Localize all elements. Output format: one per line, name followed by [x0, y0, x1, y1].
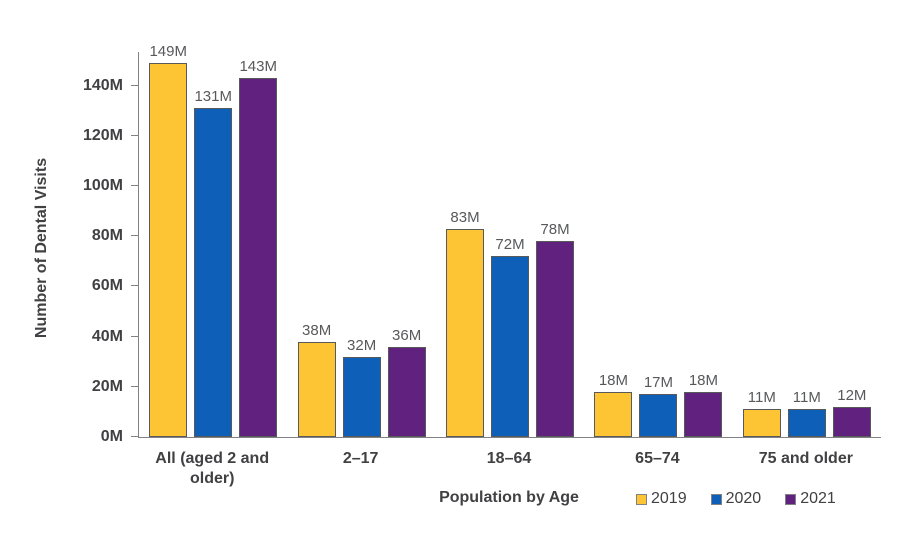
plot-area: 149M 131M 143M 38M 32M 36M 83M 72M 78M 18M 17M 18M 1… — [83, 43, 881, 445]
category-label: 2–17 — [342, 450, 379, 467]
bar-wrap: 17M — [639, 374, 678, 437]
legend-label: 2021 — [800, 490, 836, 507]
bar-value-label: 143M — [239, 58, 277, 76]
bar-value-label: 32M — [347, 336, 377, 354]
bar-wrap: 11M — [742, 389, 781, 437]
bar-wrap: 72M — [491, 236, 530, 437]
bar-value-label: 72M — [495, 236, 525, 254]
bar-2021 — [536, 241, 575, 437]
category-label: All (aged 2 and older) — [155, 450, 270, 487]
bar-wrap: 18M — [594, 371, 633, 437]
bar-2020 — [342, 356, 381, 437]
category-label: 65–74 — [635, 450, 680, 467]
y-axis-tick — [131, 235, 138, 237]
legend-swatch — [785, 493, 797, 505]
x-axis-title: Population by Age — [439, 489, 579, 506]
bar-2021 — [832, 406, 871, 437]
legend-item-2019: 2019 — [636, 490, 687, 508]
legend: 2019 2020 2021 — [636, 490, 836, 508]
legend-swatch — [710, 493, 722, 505]
bar-group: 18M 17M 18M — [584, 52, 732, 437]
bar-wrap: 36M — [387, 326, 426, 437]
bar-wrap: 143M — [239, 58, 278, 437]
y-tick-label: 100M — [82, 177, 123, 194]
y-tick-label: 140M — [82, 76, 123, 94]
bar-2019 — [742, 409, 781, 437]
category-axis: All (aged 2 and older) 2–17 18–64 65–74 75 a… — [138, 449, 880, 489]
bar-wrap: 83M — [446, 208, 485, 437]
bar-value-label: 83M — [450, 208, 480, 226]
y-tick-label: 60M — [91, 277, 123, 295]
bar-value-label: 131M — [194, 88, 232, 106]
legend-label: 2020 — [725, 490, 762, 507]
bar-2021 — [239, 78, 278, 437]
bar-value-label: 11M — [792, 389, 821, 407]
bar-wrap: 18M — [684, 371, 723, 437]
bar-2021 — [387, 346, 426, 437]
bar-wrap: 131M — [194, 88, 233, 437]
bar-value-label: 78M — [540, 221, 570, 239]
bar-group: 149M 131M 143M — [139, 43, 287, 437]
bar-wrap: 12M — [832, 386, 871, 437]
bar-wrap: 149M — [149, 43, 188, 437]
bar-2019 — [594, 391, 633, 437]
category-label: 18–64 — [486, 450, 532, 467]
bar-value-label: 36M — [392, 326, 422, 344]
category-label: 75 and older — [758, 450, 853, 467]
y-axis-tick — [131, 84, 138, 86]
y-axis-tick — [131, 385, 138, 387]
bar-value-label: 149M — [149, 43, 187, 61]
y-tick-label: 120M — [82, 126, 123, 144]
bar-wrap: 11M — [787, 389, 826, 437]
legend-label: 2019 — [651, 490, 687, 507]
bar-value-label: 11M — [747, 389, 776, 407]
bar-value-label: 18M — [598, 371, 629, 389]
bar-value-label: 18M — [688, 371, 719, 389]
legend-swatch — [636, 493, 647, 505]
y-tick-label: 80M — [91, 227, 123, 245]
bar-value-label: 12M — [837, 386, 867, 404]
legend-item-2020: 2020 — [710, 490, 762, 508]
y-axis-tick — [131, 134, 138, 136]
y-tick-label: 40M — [91, 327, 123, 345]
bar-wrap: 78M — [536, 221, 575, 437]
y-axis-tick — [131, 335, 138, 337]
bar-value-label: 17M — [643, 374, 674, 392]
bar-2019 — [297, 341, 336, 437]
y-axis-tick — [131, 436, 138, 437]
bar-2020 — [194, 108, 233, 437]
bar-value-label: 38M — [302, 321, 332, 339]
bar-2020 — [787, 409, 826, 437]
y-tick-label: 0M — [100, 428, 123, 445]
bar-groups: 149M 131M 143M 38M 32M 36M 83M 72M 78M 18M 17M 18M 1… — [139, 43, 881, 437]
legend-item-2021: 2021 — [785, 490, 836, 508]
bar-2020 — [491, 256, 530, 437]
bar-wrap: 38M — [297, 321, 336, 437]
bar-group: 83M 72M 78M — [436, 52, 584, 437]
y-axis-tick — [131, 285, 138, 287]
bar-2019 — [149, 63, 188, 437]
bar-wrap: 32M — [342, 336, 381, 437]
bar-group: 38M 32M 36M — [287, 52, 435, 437]
bar-2020 — [639, 394, 678, 437]
bar-group: 11M 11M 12M — [733, 52, 881, 437]
y-tick-label: 20M — [91, 377, 123, 395]
y-axis-title: Number of Dental Visits — [33, 157, 50, 339]
bar-2021 — [684, 391, 723, 437]
y-axis-tick — [131, 185, 138, 186]
bar-2019 — [446, 228, 485, 437]
